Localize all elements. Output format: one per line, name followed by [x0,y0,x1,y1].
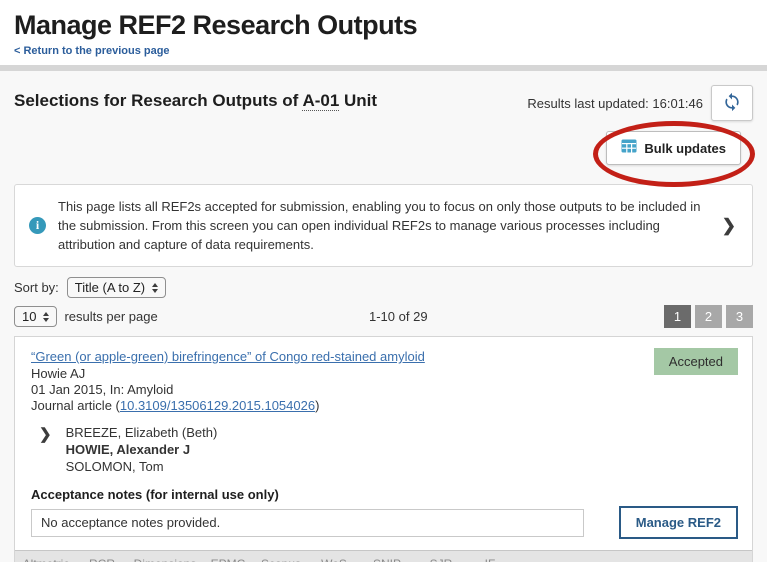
per-page-label: results per page [64,309,158,324]
acceptance-notes-input[interactable] [31,508,584,537]
page-header: Manage REF2 Research Outputs < Return to… [0,0,767,65]
refresh-button[interactable] [711,85,753,121]
notes-row: Manage REF2 [31,506,738,539]
table-grid-icon [621,139,637,157]
main-content: Selections for Research Outputs of A-01 … [0,71,767,562]
section-title: Selections for Research Outputs of A-01 … [14,85,377,111]
authors-list: BREEZE, Elizabeth (Beth) HOWIE, Alexande… [66,424,218,475]
return-link[interactable]: < Return to the previous page [14,45,170,57]
metric-dimensions: Dimensions 1 [127,557,203,562]
sort-select[interactable]: Title (A to Z) [66,277,167,298]
manage-ref2-button[interactable]: Manage REF2 [618,506,738,539]
section-title-suffix: Unit [339,91,378,110]
metric-if: IF 3.19 [467,557,513,562]
chevron-right-icon[interactable]: ❯ [39,426,52,443]
bulk-updates-label: Bulk updates [644,140,726,156]
card-top: “Green (or apple-green) birefringence” o… [31,348,738,414]
doi-link[interactable]: 10.3109/13506129.2015.1054026 [119,398,316,413]
chevron-right-icon[interactable]: ❯ [721,215,736,235]
header-divider [0,65,767,71]
result-card-body: “Green (or apple-green) birefringence” o… [15,337,752,539]
output-meta: “Green (or apple-green) birefringence” o… [31,348,425,414]
page-button-2[interactable]: 2 [695,305,722,328]
type-suffix: ) [315,398,320,413]
selections-row: Selections for Research Outputs of A-01 … [14,85,753,121]
per-page-wrap: 10 results per page [14,306,664,327]
type-prefix: Journal article ( [31,398,120,413]
info-icon: i [29,217,46,234]
pagination: 1 2 3 [664,305,753,328]
bulk-row: Bulk updates [14,121,755,187]
info-box: i This page lists all REF2s accepted for… [14,184,753,267]
sort-row: Sort by: Title (A to Z) [14,277,753,298]
page-button-1[interactable]: 1 [664,305,691,328]
sort-label: Sort by: [14,280,59,295]
output-title-link[interactable]: “Green (or apple-green) birefringence” o… [31,349,425,364]
metric-snip: SNIP 0.98 [359,557,415,562]
per-page-value: 10 [22,309,37,324]
output-date-line: 01 Jan 2015, In: Amyloid [31,382,174,397]
last-updated-text: Results last updated: 16:01:46 [527,95,703,111]
metric-rcr: RCR 0.14 [77,557,127,562]
author-item-highlighted: HOWIE, Alexander J [65,442,191,457]
author-item: SOLOMON, Tom [65,459,164,474]
bulk-wrap: Bulk updates [593,121,755,187]
output-author-line: Howie AJ [31,366,86,381]
range-label: 1-10 of 29 [369,309,428,324]
result-card: “Green (or apple-green) birefringence” o… [14,336,753,562]
updown-arrows-icon [43,311,50,322]
per-page-select[interactable]: 10 [14,306,58,327]
author-item: BREEZE, Elizabeth (Beth) [65,425,218,440]
authors-section: ❯ BREEZE, Elizabeth (Beth) HOWIE, Alexan… [39,424,738,475]
updated-wrap: Results last updated: 16:01:46 [527,85,753,121]
metric-wos: WoS 3 [309,557,359,562]
unit-name: A-01 [302,91,340,111]
sort-select-value: Title (A to Z) [74,280,146,295]
info-text: This page lists all REF2s accepted for s… [58,199,701,252]
acceptance-notes-label: Acceptance notes (for internal use only) [31,487,279,502]
updown-arrows-icon [152,282,159,293]
section-title-prefix: Selections for Research Outputs of [14,91,303,110]
page-button-3[interactable]: 3 [726,305,753,328]
metric-epmc: EPMC 1 [203,557,253,562]
bulk-updates-button[interactable]: Bulk updates [606,131,741,165]
metrics-bar: Altmetric - RCR 0.14 Dimensions 1 EPMC 1… [15,550,752,562]
page-title: Manage REF2 Research Outputs [14,10,418,40]
status-badge: Accepted [653,348,738,375]
refresh-icon [722,92,742,115]
metric-altmetric: Altmetric - [15,557,77,562]
results-row: 10 results per page 1-10 of 29 1 2 3 [14,305,753,328]
metric-scopus: Scopus 3 [253,557,309,562]
output-type-line: Journal article (10.3109/13506129.2015.1… [31,398,425,414]
metric-sjr: SJR 1.34 [415,557,467,562]
